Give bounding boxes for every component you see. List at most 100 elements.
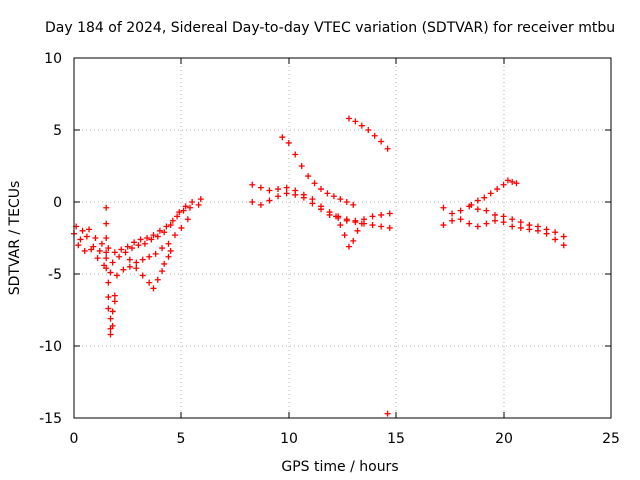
data-point — [494, 186, 501, 193]
data-point — [169, 217, 176, 224]
data-point — [156, 227, 163, 234]
data-point — [103, 204, 110, 211]
data-point — [189, 199, 196, 205]
data-point — [111, 292, 118, 299]
data-point — [266, 187, 273, 194]
data-point — [378, 223, 385, 230]
data-point — [275, 186, 282, 193]
data-point — [534, 227, 541, 234]
data-point — [118, 246, 125, 253]
data-point — [371, 132, 378, 139]
data-point — [107, 331, 114, 338]
data-point — [249, 199, 256, 205]
y-tick-label: -15 — [39, 411, 62, 427]
data-point — [318, 206, 325, 213]
series-early-c — [75, 216, 191, 279]
data-point — [378, 211, 385, 218]
data-point — [139, 272, 146, 279]
data-point — [150, 232, 157, 239]
data-point — [333, 213, 340, 220]
data-point — [468, 201, 475, 208]
data-point — [83, 233, 90, 240]
data-point — [161, 229, 168, 236]
series-early-e — [126, 247, 174, 292]
data-point — [352, 217, 359, 224]
data-point — [513, 180, 520, 187]
x-tick-labels: 0 5 10 15 20 25 — [70, 431, 620, 447]
data-point — [94, 255, 101, 262]
data-point — [543, 230, 550, 237]
data-point — [122, 249, 129, 256]
y-tick-label: 5 — [53, 123, 62, 139]
series-late-b — [440, 216, 567, 249]
data-point — [449, 217, 456, 224]
data-point — [103, 265, 110, 272]
data-point — [517, 219, 524, 226]
data-point — [354, 227, 361, 234]
data-point — [81, 247, 88, 254]
data-point — [161, 260, 168, 267]
data-point — [440, 222, 447, 229]
data-point — [345, 243, 352, 250]
data-point — [466, 220, 473, 227]
x-tick-label: 25 — [602, 431, 620, 447]
data-point — [146, 253, 153, 260]
data-point — [337, 196, 344, 203]
data-point — [474, 197, 481, 204]
series-mid-e — [345, 115, 391, 152]
data-point — [174, 213, 181, 220]
data-point — [360, 216, 367, 223]
data-point — [266, 197, 273, 204]
data-points — [71, 115, 567, 417]
data-point — [279, 134, 286, 141]
data-point — [517, 224, 524, 231]
data-point — [133, 259, 140, 266]
data-point — [111, 249, 118, 256]
data-point — [345, 115, 352, 122]
data-point — [326, 211, 333, 218]
data-point — [275, 193, 282, 200]
data-point — [249, 181, 256, 188]
x-axis-label: GPS time / hours — [281, 459, 398, 475]
data-point — [178, 224, 185, 231]
data-point — [285, 139, 292, 146]
data-point — [474, 206, 481, 213]
data-point — [341, 232, 348, 239]
data-point — [77, 236, 84, 243]
data-point — [148, 236, 155, 243]
data-point — [128, 245, 135, 252]
data-point — [141, 240, 148, 247]
data-point — [124, 243, 131, 250]
data-point — [154, 276, 161, 283]
x-tick-label: 0 — [70, 431, 79, 447]
data-point — [105, 245, 112, 252]
series-mid-c — [279, 134, 357, 208]
data-point — [86, 226, 93, 233]
data-point — [131, 239, 138, 246]
data-point — [483, 220, 490, 227]
data-point — [197, 196, 204, 203]
data-point — [369, 213, 376, 220]
data-point — [324, 190, 331, 197]
data-point — [103, 235, 110, 241]
data-point — [384, 410, 391, 417]
data-point — [257, 184, 264, 191]
data-point — [350, 201, 357, 208]
data-point — [352, 118, 359, 125]
series-late-c — [468, 177, 520, 208]
data-point — [292, 191, 299, 198]
x-tick-label: 20 — [495, 431, 513, 447]
data-point — [330, 193, 337, 200]
data-point — [298, 163, 305, 169]
data-point — [184, 216, 191, 223]
data-point — [144, 235, 151, 241]
data-point — [500, 213, 507, 220]
data-point — [195, 201, 202, 208]
data-point — [481, 194, 488, 201]
data-point — [137, 236, 144, 243]
data-point — [111, 298, 118, 305]
data-point — [358, 220, 365, 227]
data-point — [492, 217, 499, 224]
data-point — [163, 223, 170, 230]
